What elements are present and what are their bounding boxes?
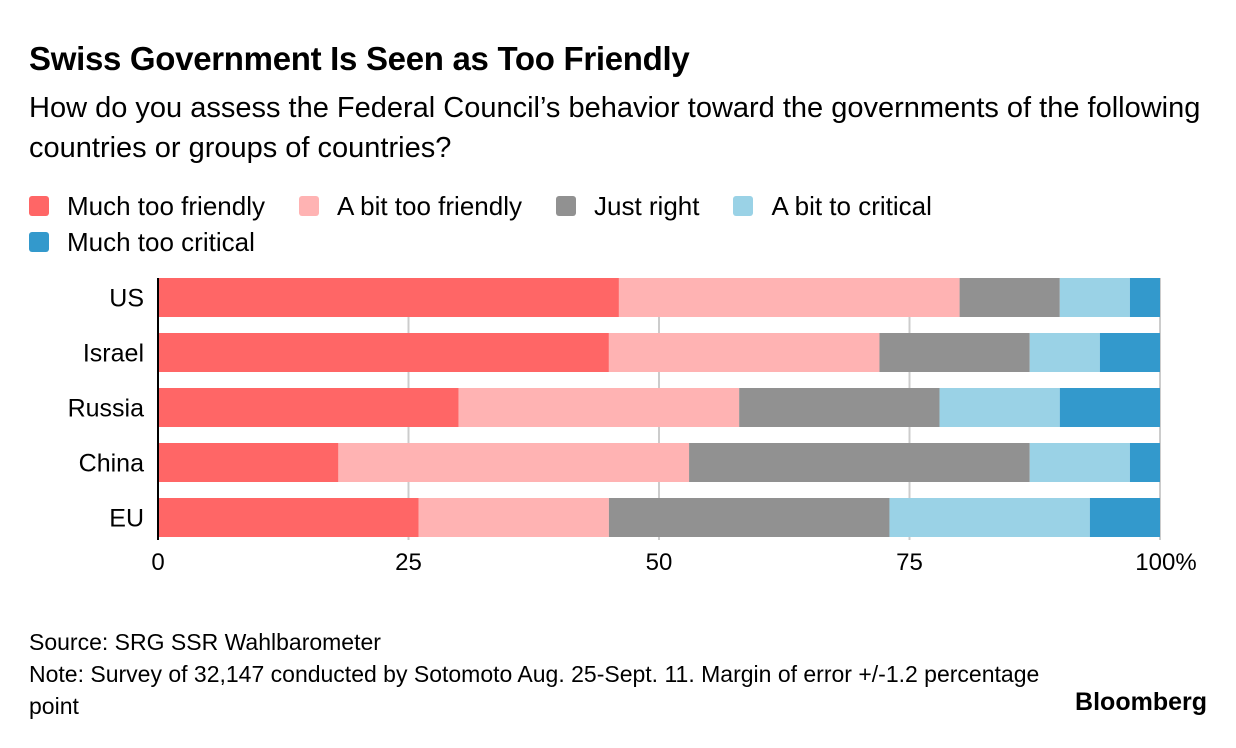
legend-label: Much too friendly (67, 190, 265, 221)
legend-label: A bit to critical (771, 190, 932, 221)
bar-segment (1129, 443, 1160, 482)
category-label: EU (109, 505, 144, 533)
category-label: US (109, 285, 144, 313)
bar-segment (158, 278, 619, 317)
x-tick-label: 0 (151, 549, 164, 576)
bar-segment (689, 443, 1030, 482)
bar-segment (608, 498, 890, 537)
bloomberg-logo: Bloomberg (1075, 688, 1207, 716)
bar-segment (879, 333, 1030, 372)
bar-segment (1059, 278, 1130, 317)
bar-segment (158, 498, 419, 537)
bar-segment (1029, 333, 1100, 372)
legend-row: Much too friendly A bit too friendly Jus… (29, 188, 1179, 224)
category-label: Israel (83, 340, 144, 368)
bar-segment (458, 388, 740, 427)
legend-item-much-too-critical: Much too critical (29, 227, 255, 258)
bar-segment (1059, 388, 1160, 427)
legend-item-a-bit-to-critical: A bit to critical (733, 190, 932, 222)
x-tick-label: 25 (395, 549, 422, 576)
legend-label: A bit too friendly (336, 190, 522, 221)
bar-segment (158, 443, 339, 482)
legend-item-a-bit-too-friendly: A bit too friendly (298, 190, 522, 222)
bar-segment (959, 278, 1060, 317)
x-tick-label: 50 (646, 549, 673, 576)
category-label: Russia (68, 395, 145, 423)
legend-label: Just right (593, 190, 700, 221)
x-tick-label: 100% (1135, 549, 1196, 576)
legend-swatch (29, 196, 49, 216)
chart-title: Swiss Government Is Seen as Too Friendly (29, 40, 690, 77)
bar-segment (338, 443, 690, 482)
survey-note: Note: Survey of 32,147 conducted by Soto… (29, 661, 1040, 719)
bar-segment (939, 388, 1060, 427)
bar-segment (618, 278, 960, 317)
legend-swatch (555, 196, 576, 216)
bar-segment (608, 333, 880, 372)
legend-swatch (29, 232, 49, 252)
legend-swatch (298, 196, 319, 216)
bar-segment (739, 388, 940, 427)
legend-item-much-too-friendly: Much too friendly (29, 191, 265, 222)
legend-label: Much too critical (67, 226, 255, 257)
bar-segment (889, 498, 1090, 537)
legend-item-just-right: Just right (555, 190, 700, 222)
x-tick-label: 75 (896, 549, 923, 576)
bar-segment (1089, 498, 1160, 537)
bar-segment (1099, 333, 1160, 372)
footer: Source: SRG SSR Wahlbarometer Note: Surv… (29, 626, 1069, 722)
source-note: Source: SRG SSR Wahlbarometer (29, 629, 381, 655)
chart-subtitle: How do you assess the Federal Council’s … (29, 92, 1201, 164)
legend: Much too friendly A bit too friendly Jus… (29, 188, 1179, 260)
legend-swatch (733, 196, 754, 216)
bar-segment (1129, 278, 1160, 317)
bar-segment (158, 333, 609, 372)
bar-segment (1029, 443, 1130, 482)
bar-segment (418, 498, 609, 537)
category-label: China (79, 450, 144, 478)
legend-row: Much too critical (29, 224, 1179, 260)
bar-segment (158, 388, 459, 427)
